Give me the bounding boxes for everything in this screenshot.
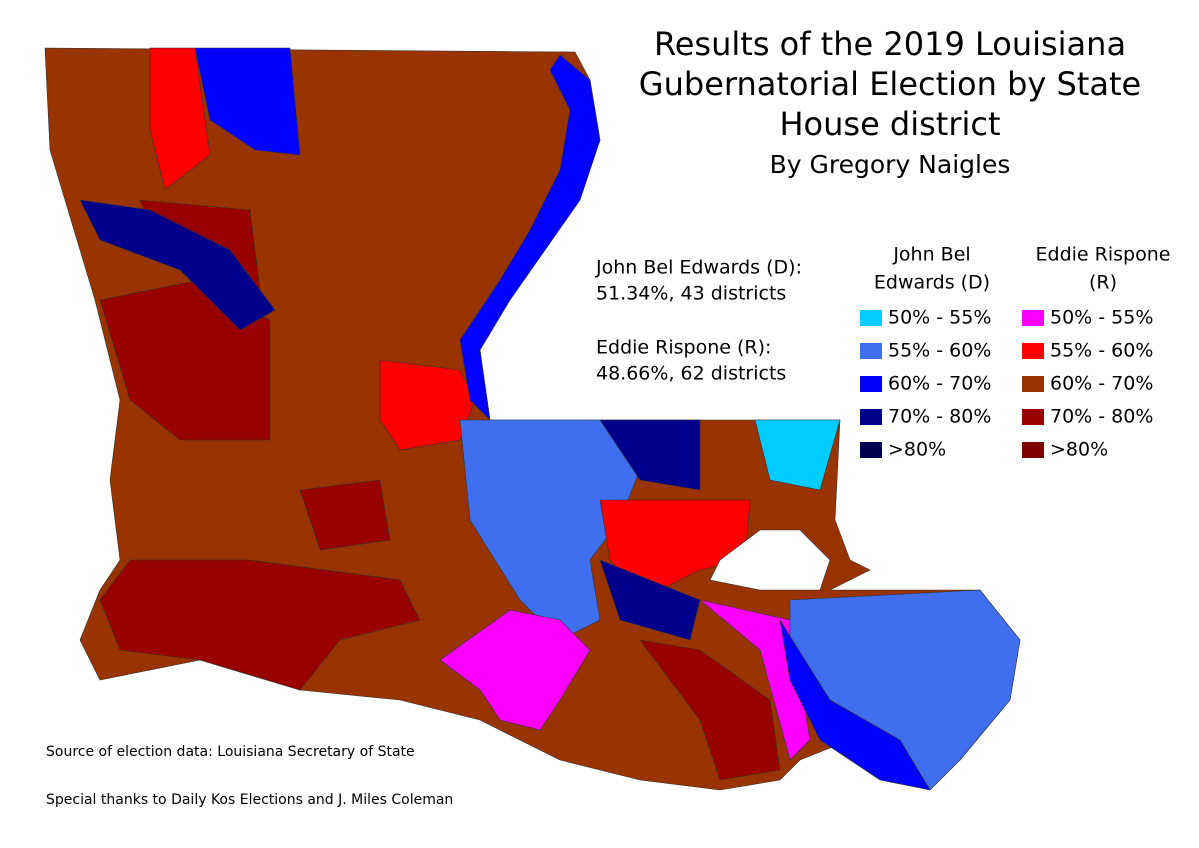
summary-candidate: John Bel Edwards (D):	[595, 257, 802, 279]
legend-label: 55% - 60%	[1050, 340, 1153, 362]
summary-result: 48.66%, 62 districts	[596, 363, 786, 385]
legend-swatch	[1022, 310, 1044, 326]
subtitle: By Gregory Naigles	[770, 150, 1011, 179]
legend-label: 50% - 55%	[888, 307, 991, 329]
legend-swatch	[860, 310, 882, 326]
legend-swatch	[860, 409, 882, 425]
legend-label: 60% - 70%	[1050, 373, 1153, 395]
text-layer: Results of the 2019 LouisianaGubernatori…	[46, 25, 1170, 808]
legend-label: 60% - 70%	[888, 373, 991, 395]
legend-swatch	[1022, 343, 1044, 359]
legend-header: John Bel	[892, 244, 970, 266]
legend-label: 70% - 80%	[888, 406, 991, 428]
legend-header: (R)	[1089, 272, 1117, 294]
louisiana-map	[44, 47, 1021, 791]
title-line: Gubernatorial Election by State	[639, 65, 1141, 103]
note: Special thanks to Daily Kos Elections an…	[46, 792, 453, 808]
note: Source of election data: Louisiana Secre…	[46, 744, 415, 760]
title-line: Results of the 2019 Louisiana	[654, 25, 1126, 63]
legend-header: Eddie Rispone	[1036, 244, 1171, 266]
legend-label: 55% - 60%	[888, 340, 991, 362]
legend-label: >80%	[1050, 439, 1108, 461]
legend-swatch	[860, 442, 882, 458]
summary-candidate: Eddie Rispone (R):	[596, 337, 771, 359]
legend-swatch	[860, 343, 882, 359]
legend-swatch	[1022, 409, 1044, 425]
legend-header: Edwards (D)	[874, 272, 990, 294]
legend-label: >80%	[888, 439, 946, 461]
legend-swatch	[860, 376, 882, 392]
title-line: House district	[779, 105, 1000, 143]
legend-swatch	[1022, 376, 1044, 392]
summary-result: 51.34%, 43 districts	[596, 283, 786, 305]
legend-swatch	[1022, 442, 1044, 458]
legend-label: 70% - 80%	[1050, 406, 1153, 428]
legend-label: 50% - 55%	[1050, 307, 1153, 329]
